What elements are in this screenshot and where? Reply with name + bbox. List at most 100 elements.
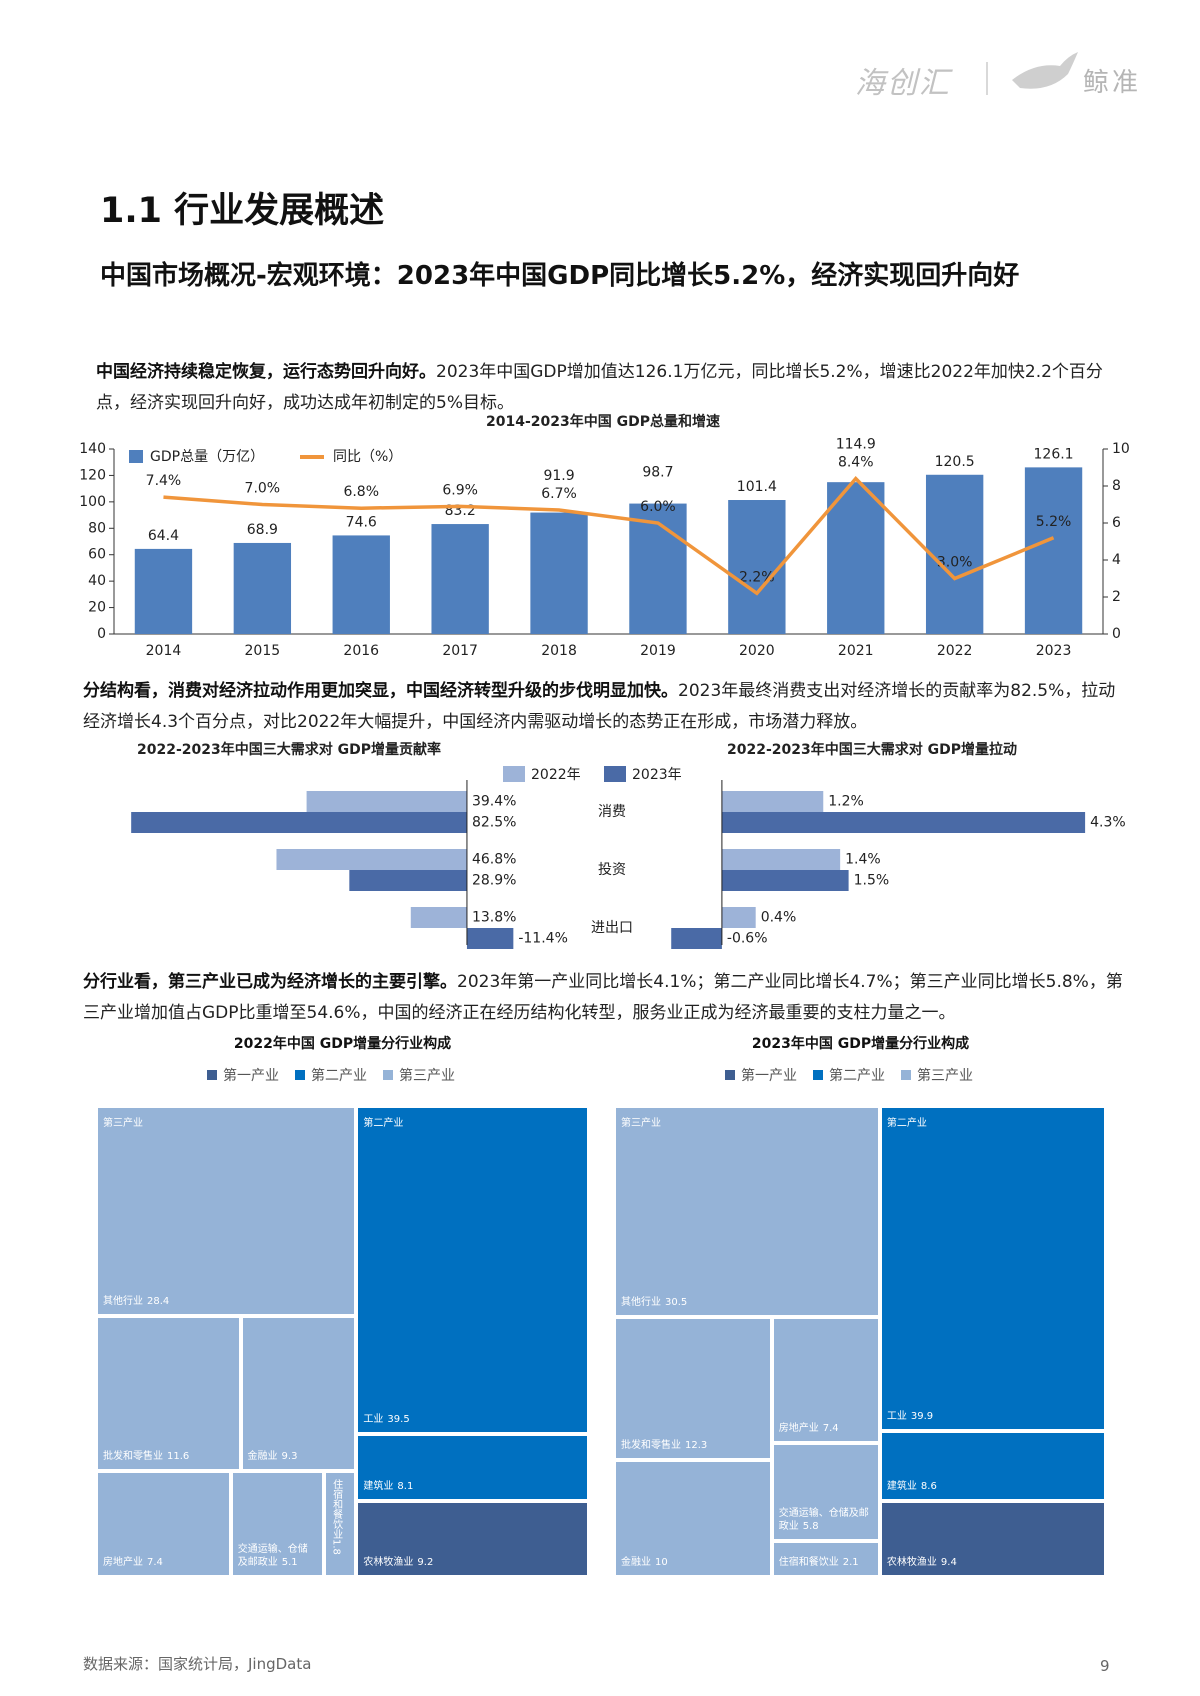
line-value-label: 5.2% [1036, 514, 1072, 530]
cell-label: 交通运输、仓储及邮政业 5.8 [779, 1507, 874, 1533]
legend-swatch [295, 1070, 305, 1080]
bar-value-label: 82.5% [472, 815, 516, 831]
chart-title: 2022-2023年中国三大需求对 GDP增量拉动 [727, 741, 1017, 758]
bar [276, 849, 467, 870]
bar [721, 812, 1086, 833]
bar-value-label: 39.4% [472, 794, 516, 810]
cell-value: 5.1 [281, 1556, 298, 1568]
legend-label: 2023年 [632, 767, 682, 783]
treemap-cell: 建筑业 8.6 [879, 1430, 1106, 1501]
bar [629, 503, 687, 634]
cell-label: 其他行业 28.4 [103, 1295, 350, 1308]
cell-label: 房地产业 7.4 [779, 1422, 874, 1435]
x-tick-label: 2017 [442, 643, 478, 659]
headline: 中国市场概况-宏观环境：2023年中国GDP同比增长5.2%，经济实现回升向好 [100, 261, 1020, 291]
cell-label: 交通运输、仓储及邮政业 5.1 [238, 1543, 318, 1569]
legend: 第一产业 第二产业 第三产业 [207, 1065, 455, 1085]
chart-title: 2014-2023年中国 GDP总量和增速 [486, 413, 720, 430]
chart-title: 2022-2023年中国三大需求对 GDP增量贡献率 [137, 741, 441, 758]
x-tick-label: 2021 [838, 643, 874, 659]
x-tick-label: 2022 [937, 643, 973, 659]
treemap-cell: 第三产业其他行业 28.4 [96, 1106, 357, 1317]
bar [721, 870, 849, 891]
group-label: 第二产业 [363, 1118, 404, 1129]
category-label: 投资 [598, 862, 626, 878]
legend-item: 第二产业 [295, 1065, 367, 1085]
category-label: 消费 [598, 804, 626, 820]
legend-item: 第三产业 [901, 1065, 973, 1085]
legend-item: 第二产业 [813, 1065, 885, 1085]
treemap-cell: 房地产业 7.4 [96, 1471, 231, 1577]
bar-value-label: -11.4% [518, 931, 568, 947]
cell-name: 金融业 [621, 1556, 651, 1568]
paragraph: 分行业看，第三产业已成为经济增长的主要引擎。2023年第一产业同比增长4.1%；… [83, 967, 1123, 1029]
treemap-cell: 批发和零售业 12.3 [614, 1316, 772, 1461]
cell-label: 批发和零售业 11.6 [103, 1450, 235, 1463]
legend-item: 第一产业 [725, 1065, 797, 1085]
bar-value-label: 91.9 [543, 468, 574, 484]
bar-value-label: 1.2% [828, 794, 864, 810]
cell-value: 9.2 [417, 1556, 434, 1568]
line-value-label: 8.4% [838, 455, 874, 471]
cell-label: 建筑业 8.1 [363, 1480, 583, 1493]
bar-value-label: 101.4 [737, 479, 777, 495]
brand-left: 海创汇 [855, 66, 951, 101]
bar-value-label: 114.9 [836, 437, 876, 453]
bar [671, 928, 722, 949]
y2-tick-label: 6 [1112, 515, 1121, 531]
y-tick-label: 100 [79, 494, 106, 510]
x-tick-label: 2014 [146, 643, 182, 659]
treemap-cell: 交通运输、仓储及邮政业 5.1 [230, 1471, 324, 1577]
bar-value-label: 64.4 [148, 528, 179, 544]
legend-label: 第一产业 [223, 1068, 279, 1084]
legend-swatch [129, 450, 143, 463]
paragraph: 中国经济持续稳定恢复，运行态势回升向好。2023年中国GDP增加值达126.1万… [96, 357, 1111, 419]
treemap-cell: 农林牧渔业 9.2 [356, 1500, 589, 1577]
bar-value-label: 1.4% [845, 852, 881, 868]
treemap-cell: 建筑业 8.1 [356, 1433, 589, 1501]
cell-label: 工业 39.5 [363, 1413, 583, 1426]
bar-value-label: 74.6 [346, 514, 377, 530]
cell-name: 其他行业 [621, 1296, 661, 1308]
bar-value-label: 4.3% [1090, 815, 1126, 831]
legend-swatch [604, 766, 626, 782]
bar-value-label: 98.7 [642, 465, 673, 481]
bar-value-label: 0.4% [761, 910, 797, 926]
cell-value: 11.6 [167, 1451, 190, 1463]
treemap-cell: 批发和零售业 11.6 [96, 1316, 241, 1472]
legend-label: GDP总量（万亿） [150, 449, 264, 465]
cell-value: 39.5 [387, 1413, 410, 1425]
y-tick-label: 40 [88, 573, 106, 589]
bar-value-label: 120.5 [935, 454, 975, 470]
legend-label: 同比（%） [333, 449, 402, 465]
bar [925, 474, 984, 634]
brand-logo [1012, 52, 1078, 89]
group-label: 第三产业 [103, 1118, 143, 1129]
lead: 分行业看，第三产业已成为经济增长的主要引擎。 [83, 972, 457, 992]
legend-swatch [813, 1070, 823, 1080]
cell-name: 工业 [886, 1410, 907, 1422]
line [163, 476, 1055, 596]
legend-label: 第一产业 [741, 1068, 797, 1084]
y-tick-label: 0 [97, 626, 106, 642]
cell-value: 7.4 [822, 1422, 839, 1434]
cell-name: 住宿和餐饮业 [778, 1556, 839, 1568]
bar [431, 524, 489, 634]
legend-label: 第三产业 [917, 1068, 973, 1084]
cell-name: 建筑业 [886, 1480, 917, 1492]
treemap-cell: 第二产业 工业 39.9 [879, 1106, 1106, 1431]
cell-name: 农林牧渔业 [886, 1556, 937, 1568]
bar-value-label: 1.5% [854, 873, 890, 889]
chart-title: 2022年中国 GDP增量分行业构成 [233, 1036, 452, 1052]
cell-value: 7.4 [147, 1556, 163, 1568]
legend-swatch [503, 766, 525, 782]
bar [306, 791, 467, 812]
cell-label: 住宿和餐饮业1.8 [330, 1479, 343, 1571]
cell-label: 房地产业 7.4 [103, 1556, 225, 1569]
page-number: 9 [1100, 1657, 1110, 1675]
treemap-cell: 金融业 9.3 [240, 1316, 357, 1472]
legend-item: 第三产业 [383, 1065, 455, 1085]
cell-label: 建筑业 8.6 [887, 1480, 1100, 1493]
cell-value: 2.1 [842, 1556, 859, 1568]
line-value-label: 6.8% [343, 484, 379, 500]
